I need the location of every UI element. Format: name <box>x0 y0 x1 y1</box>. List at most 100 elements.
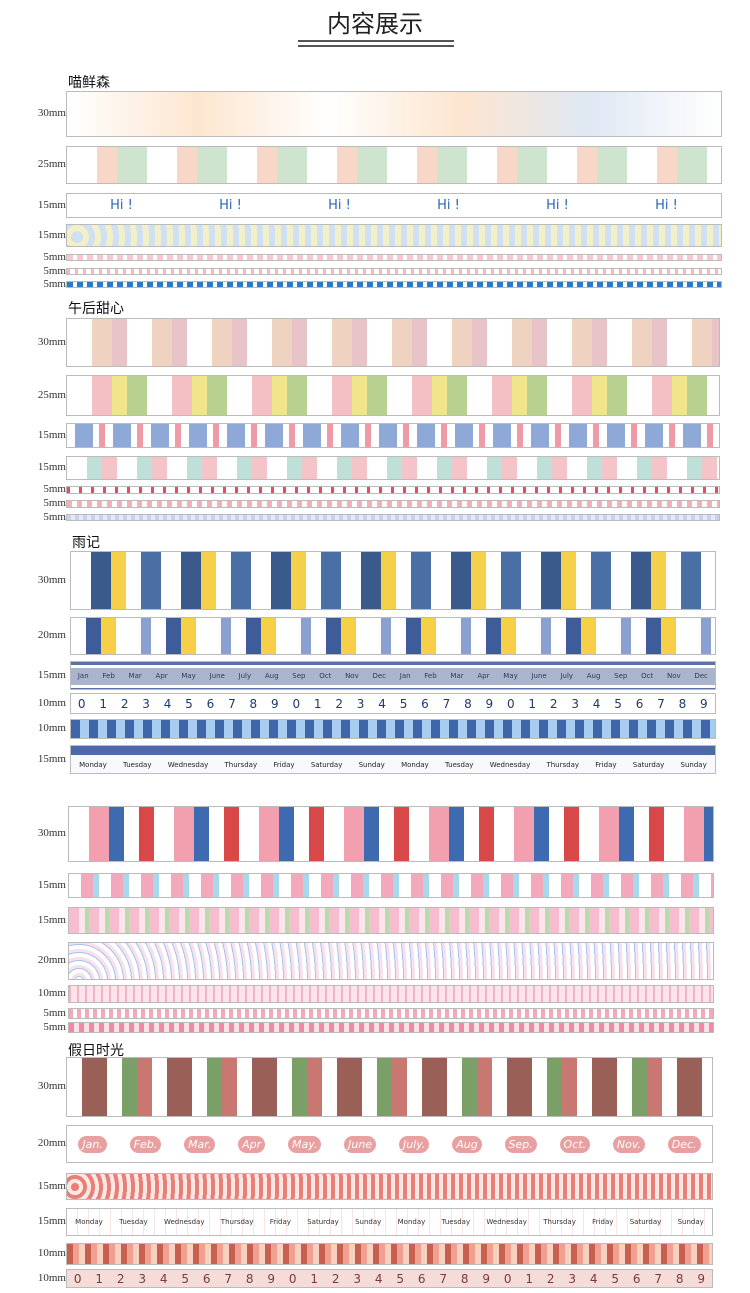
tape-text: 0 <box>506 696 515 711</box>
tape-text: 6 <box>635 696 644 711</box>
tape-size-label: 10mm <box>37 987 66 999</box>
tape-size-label: 15mm <box>37 752 66 765</box>
tape-text: May. <box>287 1135 322 1153</box>
tape-text: Friday <box>595 760 617 769</box>
tape-text: July <box>560 671 574 680</box>
washi-tape-sample <box>68 1022 714 1033</box>
washi-tape-sample <box>68 806 714 862</box>
tape-text: Sunday <box>677 1218 704 1226</box>
washi-tape-sample <box>66 268 722 275</box>
tape-text: 2 <box>331 1271 340 1286</box>
washi-tape-sample <box>66 1243 713 1265</box>
tape-size-label: 15mm <box>37 1179 66 1192</box>
tape-text: Aug <box>586 671 601 680</box>
tape-text: Apr <box>477 671 490 680</box>
tape-text: Hi ! <box>546 198 569 213</box>
tape-text: Hi ! <box>655 198 678 213</box>
tape-text: 4 <box>159 1271 168 1286</box>
tape-text: 0 <box>288 1271 297 1286</box>
washi-tape-sample <box>70 551 716 610</box>
tape-text: 4 <box>592 696 601 711</box>
tape-text: 0 <box>77 696 86 711</box>
tape-text: 1 <box>525 1271 534 1286</box>
tape-size-label: 15mm <box>37 228 66 241</box>
tape-size-label: 5mm <box>43 497 66 509</box>
tape-text: 4 <box>589 1271 598 1286</box>
tape-text: 8 <box>245 1271 254 1286</box>
washi-tape-sample <box>68 942 714 980</box>
tape-text: Wednesday <box>486 1218 527 1226</box>
tape-text: 9 <box>267 1271 276 1286</box>
tape-text: 3 <box>138 1271 147 1286</box>
washi-tape-sample: Monday Tuesday Wednesday Thursday Friday Satu… <box>66 1208 713 1236</box>
tape-size-label: 10mm <box>37 722 66 734</box>
tape-text: Feb <box>102 671 115 680</box>
tape-text: Mar <box>128 671 142 680</box>
tape-text: June <box>531 671 547 680</box>
tape-text: 5 <box>185 696 193 711</box>
tape-text: 1 <box>528 696 537 711</box>
tape-text: 9 <box>482 1271 491 1286</box>
tape-text: 7 <box>654 1271 663 1286</box>
tape-text: Sep <box>292 671 306 680</box>
washi-tape-sample <box>66 514 720 521</box>
tape-text: Dec. <box>667 1135 701 1153</box>
tape-text: 0 <box>73 1271 82 1286</box>
tape-size-label: 20mm <box>37 954 66 966</box>
tape-text: 3 <box>568 1271 577 1286</box>
tape-text: Jan <box>77 671 89 680</box>
tape-text: Tuesday <box>123 760 152 769</box>
tape-text: 3 <box>571 696 579 711</box>
tape-size-label: 20mm <box>37 1137 66 1149</box>
washi-tape-sample <box>66 1173 713 1200</box>
tape-text: 3 <box>142 696 150 711</box>
tape-text: Feb <box>424 671 437 680</box>
washi-tape-sample: Jan Feb Mar Apr May June July Aug Sep Oct Nov Dec Ja… <box>70 661 716 690</box>
tape-size-label: 15mm <box>37 878 66 891</box>
tape-text: 7 <box>442 696 451 711</box>
tape-text: July. <box>398 1135 430 1153</box>
washi-tape-sample <box>66 254 722 261</box>
tape-text: 7 <box>657 696 665 711</box>
tape-text: Nov <box>345 671 359 680</box>
tape-text: July <box>238 671 252 680</box>
tape-text: Sunday <box>358 760 385 769</box>
tape-text: Monday <box>401 760 429 769</box>
tape-text: Thursday <box>220 1218 254 1226</box>
tape-text: Dec <box>372 671 387 680</box>
tape-text: 8 <box>678 696 687 711</box>
tape-text: 0 <box>292 696 301 711</box>
tape-text: Oct <box>641 671 654 680</box>
tape-size-label: 30mm <box>37 107 66 119</box>
tape-size-label: 25mm <box>37 158 66 170</box>
tape-text: 0 <box>503 1271 512 1286</box>
tape-size-label: 10mm <box>37 1271 66 1284</box>
tape-text: 5 <box>396 1271 405 1286</box>
tape-text: Sep. <box>504 1135 537 1153</box>
tape-text: Saturday <box>310 760 343 769</box>
tape-text: Mar <box>450 671 464 680</box>
washi-tape-sample <box>66 500 720 508</box>
washi-tape-sample <box>66 91 722 137</box>
tape-text: Thursday <box>224 760 258 769</box>
title-underline <box>298 45 454 47</box>
tape-text: 8 <box>249 696 258 711</box>
tape-size-label: 10mm <box>37 1247 66 1259</box>
tape-text: Wednesday <box>489 760 531 769</box>
tape-text: 4 <box>163 696 172 711</box>
tape-text: Hi ! <box>219 198 242 213</box>
tape-text: 9 <box>485 696 494 711</box>
tape-text: 6 <box>206 696 215 711</box>
tape-text: Apr <box>238 1135 266 1153</box>
tape-size-label: 15mm <box>37 428 66 441</box>
tape-text: Feb. <box>129 1135 162 1153</box>
tape-text: 5 <box>399 696 408 711</box>
tape-size-label: 20mm <box>37 629 66 641</box>
tape-text: 1 <box>313 696 322 711</box>
washi-tape-sample <box>70 719 716 739</box>
section-title: 喵鲜森 <box>68 75 110 91</box>
tape-text: 8 <box>464 696 472 711</box>
section-title: 雨记 <box>72 535 100 551</box>
tape-text: Friday <box>273 760 295 769</box>
